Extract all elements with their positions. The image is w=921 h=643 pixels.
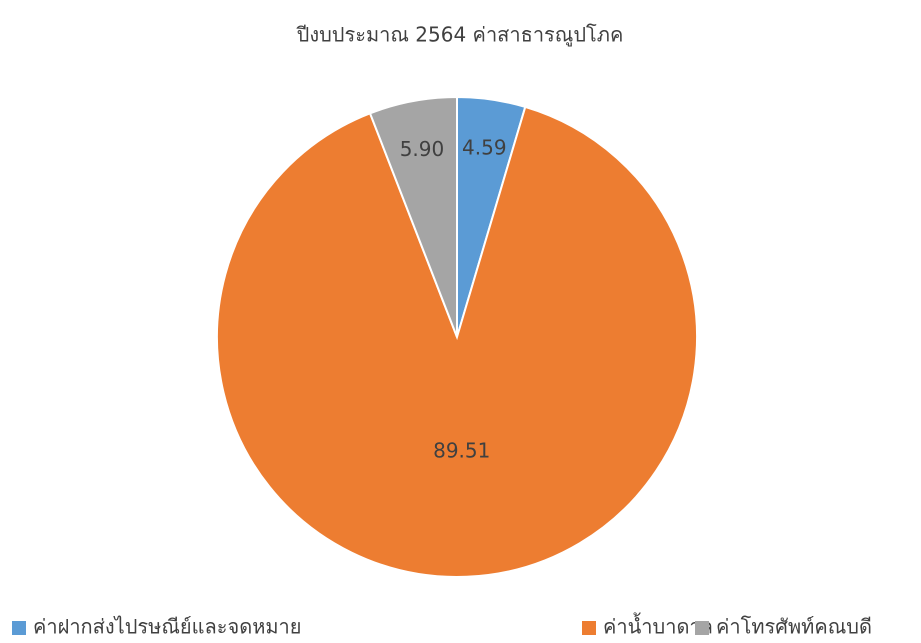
- data-label: 4.59: [462, 135, 507, 159]
- legend-label: ค่าโทรศัพท์คณบดี: [716, 615, 872, 639]
- legend-label: ค่าฝากส่งไปรษณีย์และจดหมาย: [33, 615, 302, 639]
- legend-swatch: [582, 621, 596, 635]
- chart: ปีงบประมาณ 2564 ค่าสาธารณูปโภค 4.59 89.51…: [0, 0, 921, 643]
- data-label: 89.51: [433, 438, 490, 462]
- legend-swatch: [12, 621, 26, 635]
- chart-title: ปีงบประมาณ 2564 ค่าสาธารณูปโภค: [296, 23, 623, 48]
- data-label: 5.90: [400, 137, 445, 161]
- legend-swatch: [695, 621, 709, 635]
